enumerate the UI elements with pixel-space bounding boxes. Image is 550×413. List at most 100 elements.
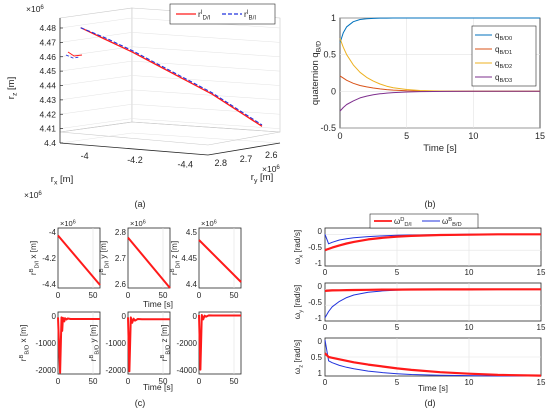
a-ylabel: ry [m]	[251, 172, 273, 185]
c-panel-3-y-tick: -1000	[36, 339, 57, 348]
d-panel-2-y-tick: 0	[318, 337, 323, 346]
c-panel-0-y-tick: -4.2	[42, 254, 56, 263]
c-panel-3-ylabel: rBB/D x [m]	[19, 325, 30, 362]
c-panel-5-y-tick: 0	[193, 312, 198, 321]
c-panel-0-exponent: ×106	[60, 219, 76, 228]
a-legend-label-0: rID/I	[198, 9, 211, 21]
c-x-tick-label: 0	[56, 377, 61, 386]
a-z-tick-label: 4.4	[44, 138, 56, 148]
a-xlabel: rx [m]	[51, 174, 73, 187]
c-panel-4-ylabel: rBB/D y [m]	[89, 325, 100, 362]
c-x-tick-label: 0	[126, 291, 131, 300]
a-grid-line	[131, 89, 281, 101]
c-x-tick-label: 50	[159, 291, 168, 300]
d-panel-0-y-tick: -0.5	[308, 243, 322, 252]
d-panel-1-y-tick: -0.5	[308, 298, 322, 307]
d-x-tick-label: 15	[537, 378, 546, 387]
d-x-tick-label: 15	[537, 268, 546, 277]
c-x-tick-label: 50	[159, 377, 168, 386]
d-panel-2-blue	[324, 339, 541, 377]
b-legend-label-2: qB/D2	[495, 59, 512, 70]
c-panel-5-y-tick: -4000	[177, 366, 198, 375]
a-y-axis	[207, 142, 281, 156]
b-x-tick-label: 15	[535, 131, 545, 141]
a-grid-line	[59, 17, 133, 29]
a-z-tick-label: 4.46	[39, 52, 56, 62]
c-x-tick-label: 50	[89, 291, 98, 300]
c-panel-2-y-tick: 4.45	[181, 254, 197, 263]
a-grid-line	[131, 60, 281, 72]
a-z-tick-label: 4.41	[39, 124, 56, 134]
a-z-tick-label: 4.42	[39, 109, 56, 119]
a-zlabel: rz [m]	[6, 77, 19, 99]
d-legend-label-0: ωDD/I	[394, 217, 412, 228]
d-panel-2-y-tick: 1	[318, 369, 323, 378]
d-panel-1-ylabel: ωy [rad/s]	[293, 285, 304, 319]
a-grid-line	[59, 118, 133, 129]
a-grid-line	[59, 32, 133, 43]
c-xlabel-top: Time [s]	[143, 299, 173, 309]
c-panel-0-y-tick: -4.4	[42, 280, 56, 289]
a-caption: (a)	[135, 199, 146, 209]
c-panel-2-exponent: ×106	[201, 219, 217, 228]
b-y-tick-label: 0	[331, 86, 336, 96]
b-y-tick-label: 1	[331, 13, 336, 23]
d-x-tick-label: 5	[395, 378, 400, 387]
a-z-tick-label: 4.45	[39, 66, 56, 76]
b-x-tick-label: 0	[337, 131, 342, 141]
a-series-0	[80, 27, 263, 127]
c-panel-3-y-tick: -2000	[36, 366, 57, 375]
c-panel-2-y-tick: 4.5	[186, 228, 198, 237]
a-grid-line	[59, 75, 133, 86]
c-panel-frame-5	[198, 311, 242, 375]
c-panel-1-exponent: ×106	[130, 219, 146, 228]
b-series-0	[339, 17, 540, 44]
c-panel-series-2	[198, 239, 242, 283]
d-panel-2-y-tick: 0.5	[311, 353, 323, 362]
c-xlabel-bottom: Time [s]	[143, 382, 173, 392]
c-panel-series-5	[198, 314, 241, 371]
d-panel-1-y-tick: -1	[315, 314, 323, 323]
b-legend-box	[471, 25, 537, 87]
c-panel-2-ylabel: rBD/I z [m]	[170, 241, 181, 275]
d-panel-0-red	[324, 233, 541, 252]
a-x-exponent-label: ×106	[24, 190, 42, 200]
a-grid-line	[59, 132, 133, 144]
a-grid-line	[59, 89, 133, 101]
a-x-tick-label: -4	[81, 151, 89, 161]
b-ylabel: quaternion qB/D	[310, 41, 323, 105]
d-panel-0-ylabel: ωx [rad/s]	[293, 230, 304, 264]
d-panel-1-y-tick: 0	[318, 282, 323, 291]
d-x-tick-label: 0	[323, 323, 328, 332]
a-y-exponent-label: ×106	[262, 164, 280, 174]
c-panel-5-ylabel: rBB/D z [m]	[160, 325, 171, 362]
c-panel-series-3	[57, 316, 100, 374]
a-grid-line	[131, 118, 281, 129]
a-start-hook	[67, 51, 83, 57]
c-panel-4-y-tick: -1000	[106, 339, 127, 348]
b-legend-label-3: qB/D3	[495, 73, 512, 84]
d-x-tick-label: 0	[323, 268, 328, 277]
c-panel-0-y-tick: -4	[49, 228, 57, 237]
d-caption: (d)	[425, 398, 436, 408]
a-grid-line	[131, 32, 281, 43]
a-grid-line	[131, 46, 281, 57]
d-panel-2-ylabel: ωz [rad/s]	[293, 340, 304, 374]
c-panel-0-ylabel: rBD/I x [m]	[29, 241, 40, 275]
a-x-axis	[59, 142, 209, 156]
c-x-tick-label: 0	[197, 377, 202, 386]
c-caption: (c)	[135, 398, 146, 408]
c-panel-1-y-tick: 2.8	[115, 228, 127, 237]
c-x-tick-label: 50	[230, 291, 239, 300]
a-x-tick-label: -4.2	[127, 155, 143, 165]
c-panel-1-ylabel: rBD/I y [m]	[99, 241, 110, 275]
c-panel-4-y-tick: -2000	[106, 366, 127, 375]
d-x-tick-label: 10	[465, 323, 474, 332]
a-y-tick-label: 2.8	[215, 158, 228, 168]
b-caption: (b)	[425, 199, 436, 209]
a-z-tick-label: 4.44	[39, 81, 56, 91]
a-series-1	[80, 27, 263, 126]
c-panel-frame-2	[198, 227, 242, 289]
b-legend-label-0: qB/D0	[495, 31, 512, 42]
